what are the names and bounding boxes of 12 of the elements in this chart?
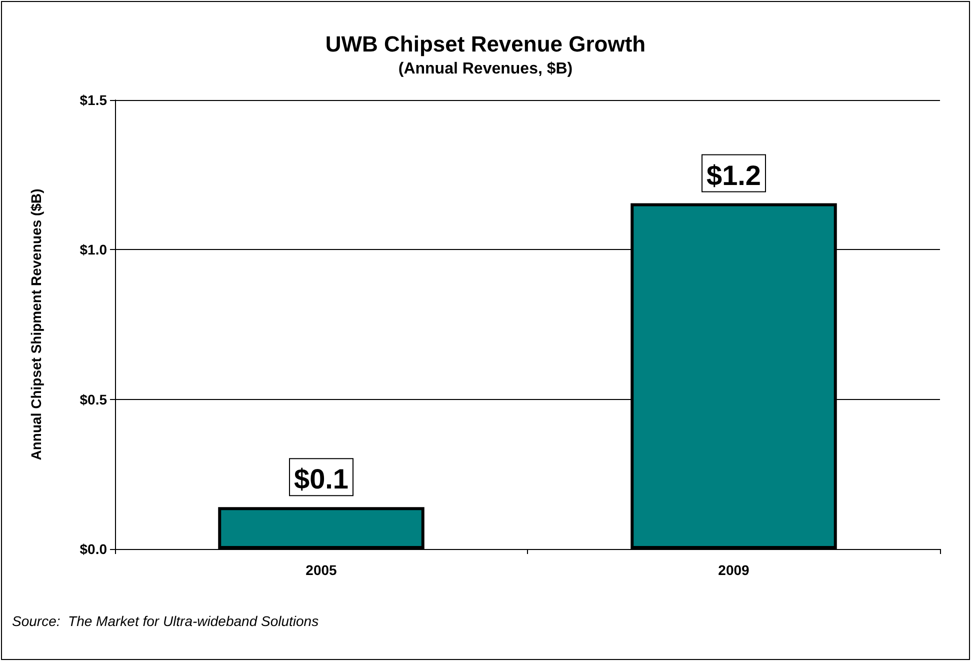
source-note: Source: The Market for Ultra-wideband Solutions: [12, 613, 319, 629]
data-label: $0.1: [294, 464, 348, 495]
chart-title: UWB Chipset Revenue Growth: [325, 32, 646, 56]
x-tick-label: 2005: [306, 562, 338, 578]
y-tick-label: $0.0: [80, 541, 108, 557]
x-tick-label: 2009: [718, 562, 750, 578]
y-tick-label: $0.5: [80, 391, 108, 408]
chart-subtitle: (Annual Revenues, $B): [398, 60, 573, 78]
data-label: $1.2: [706, 160, 761, 191]
y-axis-title: Annual Chipset Shipment Revenues ($B): [28, 188, 44, 460]
y-tick-label: $1.0: [80, 242, 108, 258]
y-tick-label: $1.5: [80, 92, 108, 108]
